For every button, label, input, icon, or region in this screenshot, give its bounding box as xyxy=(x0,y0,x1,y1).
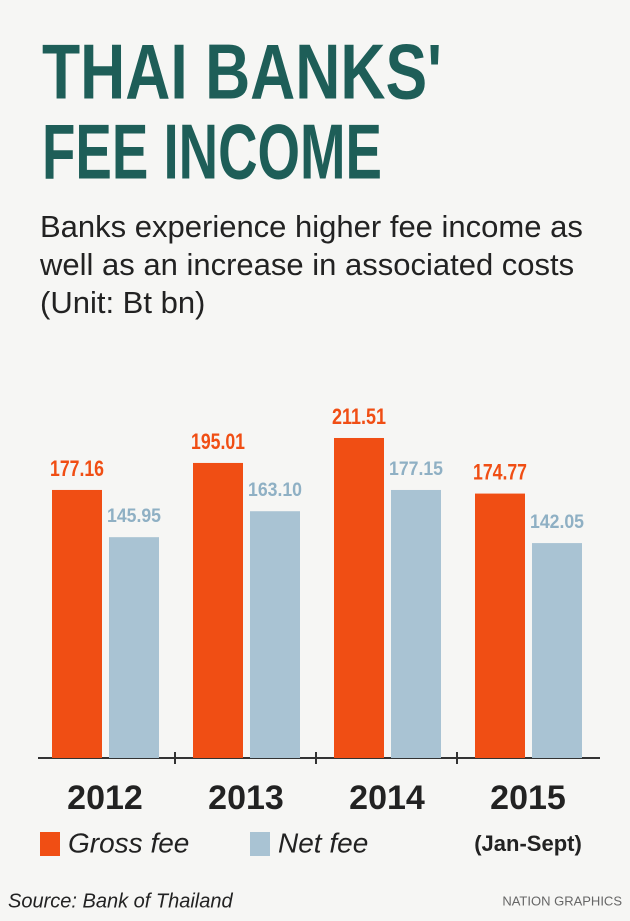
x-tick-label: 2014 xyxy=(349,779,425,817)
bar xyxy=(52,489,102,758)
source: Source: Bank of Thailand xyxy=(8,890,233,912)
bar xyxy=(109,537,159,758)
legend-swatch xyxy=(250,832,270,856)
value-label: 163.10 xyxy=(248,480,302,501)
annotation: (Jan-Sept) xyxy=(474,831,582,856)
chart-title: THAI BANKS' xyxy=(42,28,442,116)
value-label: 174.77 xyxy=(473,459,527,484)
value-label: 145.95 xyxy=(107,506,161,527)
chart-title: FEE INCOME xyxy=(42,108,382,196)
legend-swatch xyxy=(40,832,60,856)
bar xyxy=(193,462,243,758)
bar xyxy=(391,489,441,758)
bar xyxy=(334,437,384,758)
bar xyxy=(532,543,582,758)
chart-subtitle: Banks experience higher fee income as we… xyxy=(40,209,583,320)
credit: NATION GRAPHICS xyxy=(502,893,622,908)
value-label: 177.16 xyxy=(50,456,104,481)
bar xyxy=(475,493,525,758)
x-tick-label: 2015 xyxy=(490,779,566,817)
value-label: 211.51 xyxy=(332,404,386,429)
legend-label: Net fee xyxy=(278,827,368,858)
value-label: 142.05 xyxy=(530,512,584,533)
x-tick-label: 2013 xyxy=(208,779,284,817)
bar xyxy=(250,511,300,758)
x-tick-label: 2012 xyxy=(67,779,143,817)
value-label: 195.01 xyxy=(191,429,245,454)
value-label: 177.15 xyxy=(389,459,443,480)
legend-label: Gross fee xyxy=(68,827,189,858)
